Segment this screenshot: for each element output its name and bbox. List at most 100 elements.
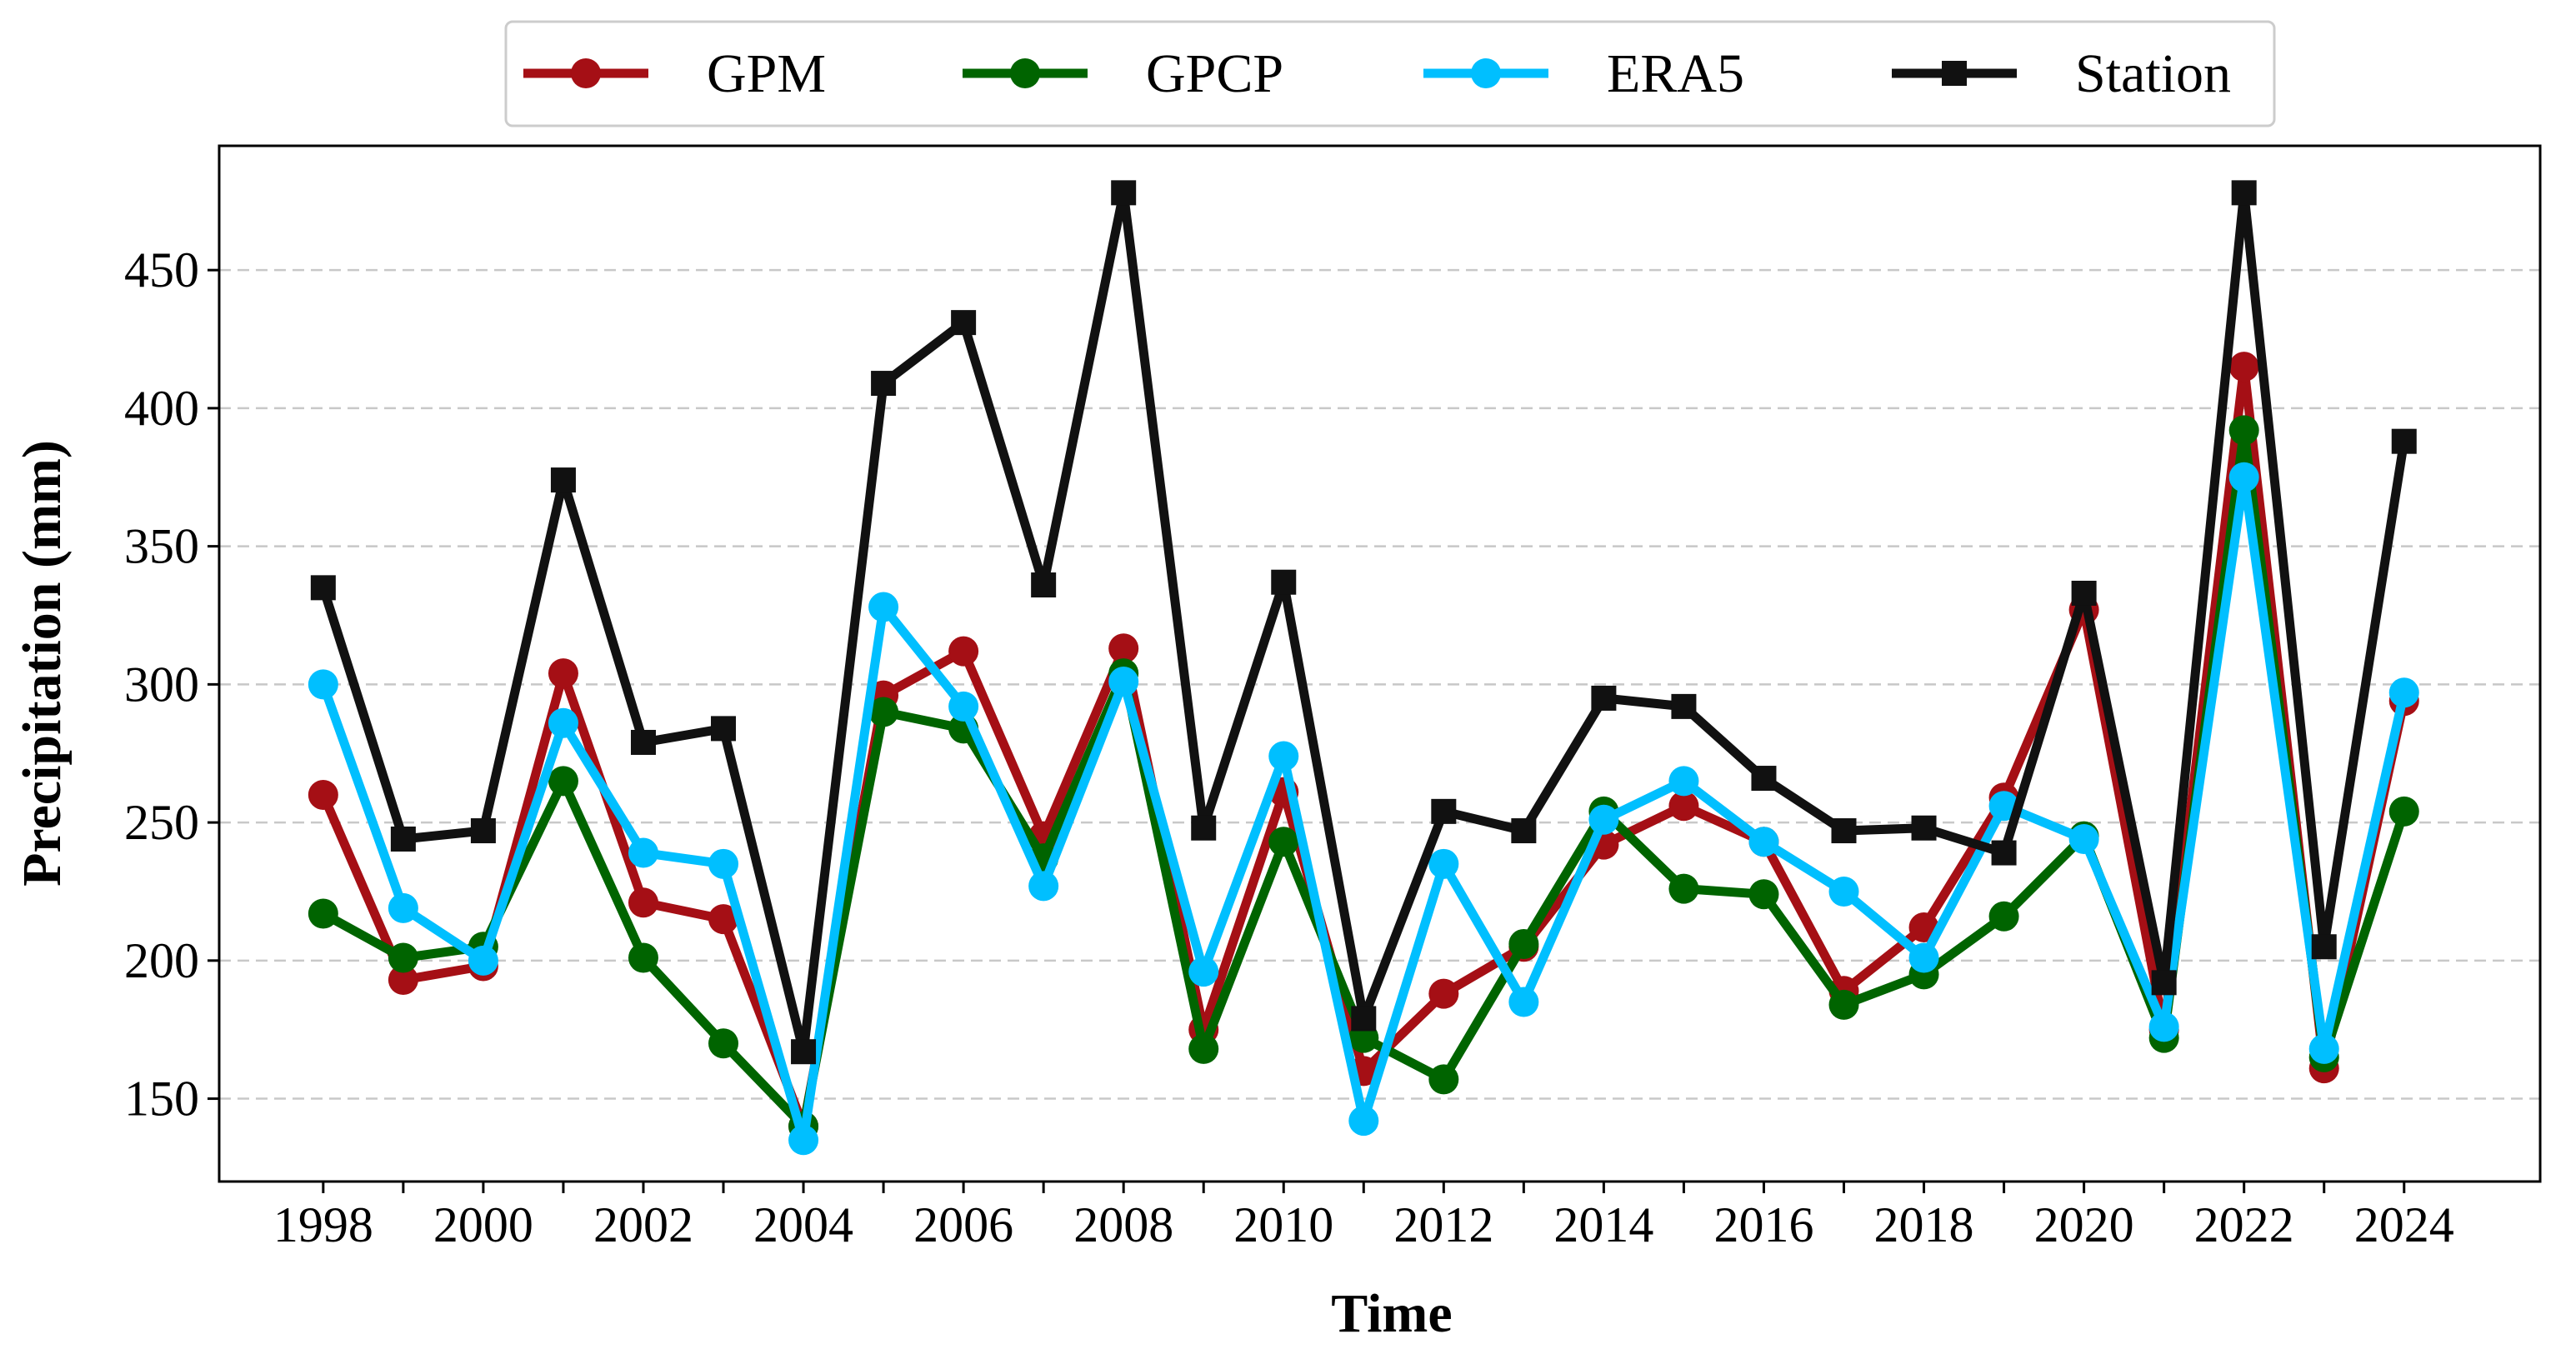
data-point xyxy=(1271,569,1297,595)
data-point xyxy=(1828,989,1859,1020)
data-point xyxy=(1508,928,1539,959)
grid-layer xyxy=(219,268,2540,1100)
x-tick-label: 2006 xyxy=(913,1197,1013,1252)
data-point xyxy=(468,945,498,976)
y-tick-label: 250 xyxy=(124,795,199,850)
data-point xyxy=(1828,876,1859,907)
data-point xyxy=(1111,180,1137,206)
data-point xyxy=(1988,901,2019,932)
data-point xyxy=(708,848,739,879)
data-point xyxy=(1748,827,1779,857)
data-point xyxy=(871,371,897,397)
data-point xyxy=(628,942,658,973)
data-point xyxy=(1108,633,1139,664)
data-point xyxy=(951,310,977,336)
data-point xyxy=(708,904,739,935)
x-tick-label: 2000 xyxy=(433,1197,533,1252)
data-point xyxy=(1031,572,1057,598)
data-point xyxy=(2388,796,2419,827)
legend-label-station: Station xyxy=(2075,43,2231,104)
data-point xyxy=(310,575,336,601)
data-point xyxy=(470,818,496,844)
data-point xyxy=(2068,823,2099,854)
x-tick-label: 2004 xyxy=(753,1197,853,1252)
series-gpcp xyxy=(308,415,2419,1142)
data-point xyxy=(1268,827,1299,857)
data-point xyxy=(1508,987,1539,1017)
data-point xyxy=(1668,873,1699,904)
data-point xyxy=(1908,942,1939,973)
x-tick-label: 2024 xyxy=(2354,1197,2454,1252)
x-axis-title: Time xyxy=(1331,1283,1452,1344)
legend-label-gpcp: GPCP xyxy=(1146,43,1283,104)
data-point xyxy=(1348,1106,1379,1137)
data-point xyxy=(2231,180,2257,206)
data-point xyxy=(1751,766,1777,792)
y-tick-label: 200 xyxy=(124,933,199,988)
data-point xyxy=(630,729,656,755)
data-point xyxy=(708,1028,739,1059)
data-point xyxy=(2228,415,2259,446)
data-point xyxy=(948,636,979,667)
data-point xyxy=(1668,766,1699,797)
data-point xyxy=(2228,462,2259,492)
data-point xyxy=(1588,804,1619,835)
data-point xyxy=(388,892,418,923)
data-point xyxy=(1028,871,1059,902)
data-point xyxy=(628,887,658,918)
legend-marker-gpm xyxy=(571,58,601,88)
x-tick-label: 2012 xyxy=(1393,1197,1493,1252)
series-station xyxy=(310,180,2417,1065)
data-point xyxy=(711,716,737,742)
y-tick-label: 450 xyxy=(124,242,199,297)
data-point xyxy=(2311,934,2337,960)
data-point xyxy=(1108,667,1139,697)
data-point xyxy=(868,592,899,622)
data-point xyxy=(1511,818,1537,844)
data-point xyxy=(791,1039,817,1065)
data-point xyxy=(1428,848,1459,879)
x-tick-label: 1998 xyxy=(273,1197,373,1252)
x-tick-label: 2014 xyxy=(1553,1197,1653,1252)
series-line-station xyxy=(318,187,2409,1057)
x-tick-label: 2020 xyxy=(2034,1197,2134,1252)
data-point xyxy=(2308,1033,2339,1064)
data-point xyxy=(2151,970,2177,996)
data-point xyxy=(628,837,658,868)
data-point xyxy=(948,691,979,722)
data-point xyxy=(2071,580,2097,606)
x-tick-label: 2022 xyxy=(2194,1197,2294,1252)
data-point xyxy=(2228,352,2259,382)
data-point xyxy=(1188,1033,1219,1064)
data-point xyxy=(2391,428,2417,454)
data-point xyxy=(1748,879,1779,910)
legend-box xyxy=(504,20,2276,127)
data-point xyxy=(388,965,418,996)
data-point xyxy=(1431,798,1457,824)
data-point xyxy=(1428,1064,1459,1095)
data-point xyxy=(788,1125,819,1156)
data-point xyxy=(1268,741,1299,772)
x-tick-label: 2008 xyxy=(1073,1197,1173,1252)
data-point xyxy=(308,898,338,929)
legend-label-gpm: GPM xyxy=(707,43,826,104)
data-point xyxy=(1428,978,1459,1009)
x-tick-label: 2018 xyxy=(1874,1197,1974,1252)
x-tick-label: 2002 xyxy=(593,1197,693,1252)
data-point xyxy=(868,697,899,727)
data-point xyxy=(548,658,578,689)
x-tick-label: 2016 xyxy=(1713,1197,1813,1252)
data-point xyxy=(308,779,338,810)
legend-marker-gpcp xyxy=(1010,58,1040,88)
data-point xyxy=(1188,957,1219,987)
data-point xyxy=(1591,685,1617,711)
series-layer xyxy=(308,180,2419,1156)
axis-layer: 150 200 250 300 350 400 450 1998 2000 2002 2004 200… xyxy=(124,242,2454,1252)
data-point xyxy=(308,669,338,700)
data-point xyxy=(1831,818,1857,844)
y-tick-label: 300 xyxy=(124,657,199,712)
data-point xyxy=(1671,693,1697,719)
series-era5 xyxy=(308,462,2419,1156)
data-point xyxy=(548,707,578,738)
